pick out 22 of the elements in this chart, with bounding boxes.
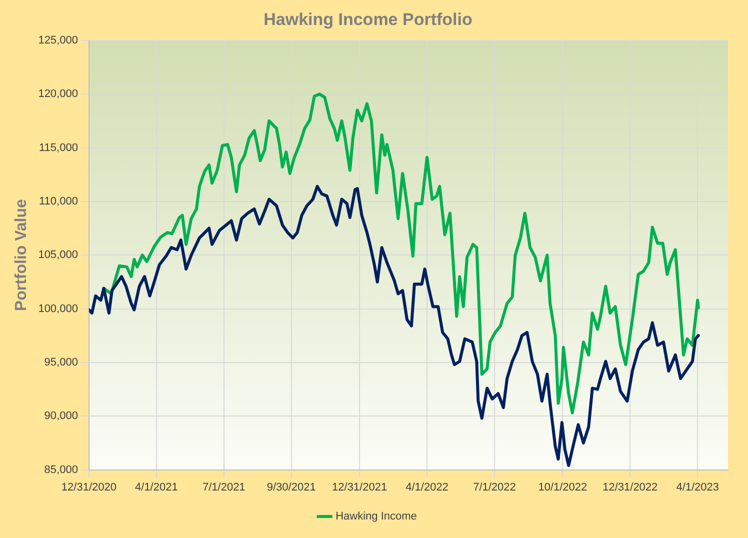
x-tick-label: 7/1/2022 bbox=[473, 481, 516, 494]
y-tick-label: 110,000 bbox=[39, 195, 78, 208]
y-tick-label: 90,000 bbox=[44, 410, 78, 422]
y-tick-label: 120,000 bbox=[38, 88, 78, 100]
y-tick-label: 105,000 bbox=[38, 249, 78, 262]
x-tick-label: 10/1/2022 bbox=[538, 481, 588, 494]
y-tick-label: 125,000 bbox=[38, 34, 78, 46]
x-tick-label: 12/31/2022 bbox=[602, 481, 658, 494]
x-tick-label: 7/1/2021 bbox=[202, 481, 246, 494]
y-tick-label: 100,000 bbox=[38, 302, 78, 315]
y-axis-title: Portfolio Value bbox=[13, 198, 30, 312]
x-tick-label: 4/1/2022 bbox=[406, 481, 448, 494]
x-tick-label: 12/31/2021 bbox=[332, 481, 388, 494]
x-tick-label: 12/31/2020 bbox=[61, 481, 116, 494]
x-tick-label: 4/1/2021 bbox=[135, 481, 178, 494]
y-tick-label: 95,000 bbox=[44, 356, 78, 368]
y-tick-label: 85,000 bbox=[44, 464, 78, 476]
chart-title: Hawking Income Portfolio bbox=[264, 10, 472, 29]
y-tick-label: 115,000 bbox=[39, 142, 78, 154]
x-tick-label: 4/1/2023 bbox=[676, 481, 720, 494]
x-tick-label: 9/30/2021 bbox=[266, 481, 316, 494]
legend-label: Hawking Income bbox=[336, 510, 417, 523]
